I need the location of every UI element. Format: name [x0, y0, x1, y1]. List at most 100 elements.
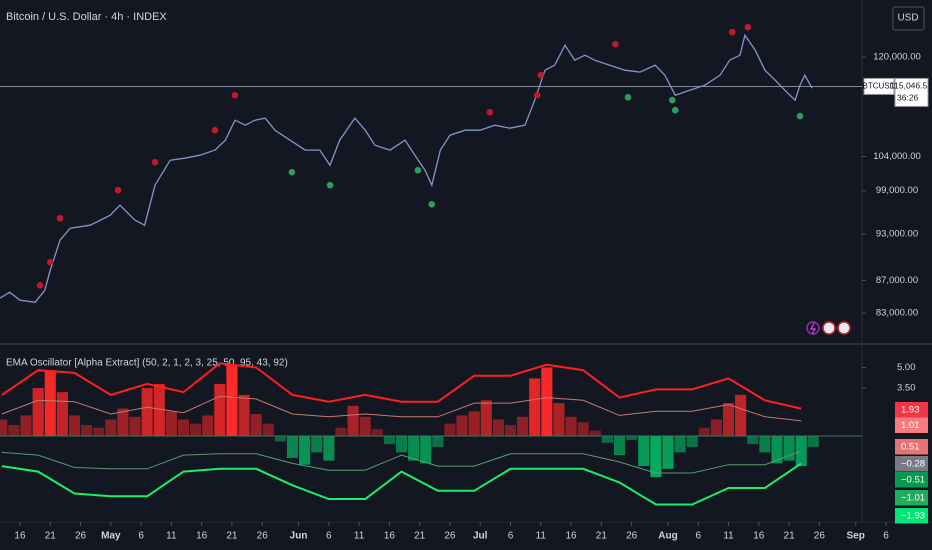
oscillator-bar [601, 435, 613, 443]
signal-marker [744, 23, 752, 31]
oscillator-bar [468, 411, 480, 436]
oscillator-bar [323, 435, 335, 461]
indicator-title: EMA Oscillator [Alpha Extract] (50, 2, 1… [6, 358, 288, 369]
oscillator-bar [129, 416, 141, 436]
x-tick-label: 21 [596, 531, 608, 542]
y-tick-label: 3.50 [897, 383, 916, 394]
value-badge [895, 508, 928, 524]
signal-marker [671, 106, 679, 114]
x-tick-label: 26 [444, 531, 456, 542]
band-line [1, 462, 802, 506]
value-badge-label: 1.01 [901, 420, 920, 431]
oscillator-bar [626, 435, 638, 441]
value-badge-label: 0.51 [901, 441, 920, 452]
x-tick-label: 11 [536, 531, 547, 542]
band-line [1, 450, 802, 474]
oscillator-bar [359, 416, 371, 436]
countdown-label: 36:26 [897, 93, 919, 103]
oscillator-bar [408, 435, 420, 461]
signal-marker [624, 93, 632, 101]
oscillator-bar [807, 435, 819, 447]
oscillator-bar [286, 435, 299, 458]
x-tick-label: 21 [226, 531, 238, 542]
oscillator-bar [686, 435, 698, 447]
oscillator-bar [299, 435, 311, 465]
signal-marker [728, 28, 736, 36]
oscillator-bar [347, 405, 359, 436]
band-line [1, 362, 802, 410]
oscillator-bar [480, 400, 492, 436]
oscillator-bar [56, 392, 68, 436]
value-badge [895, 402, 928, 418]
oscillator-bar [44, 370, 56, 436]
chart-title: Bitcoin / U.S. Dollar · 4h · INDEX [6, 11, 167, 23]
value-badge [895, 490, 928, 506]
signal-marker [326, 181, 334, 189]
oscillator-bar [117, 408, 129, 436]
currency[interactable]: USD [897, 13, 918, 24]
oscillator-bar [165, 411, 177, 436]
x-tick-label: 6 [695, 531, 701, 542]
signal-marker [56, 214, 64, 222]
oscillator-bar [747, 435, 759, 445]
oscillator-bar [335, 427, 347, 436]
oscillator-bar [141, 388, 153, 436]
oscillator-bar [613, 435, 626, 456]
x-tick-label: 26 [626, 531, 638, 542]
oscillator-bar [517, 416, 529, 436]
x-tick-label: 6 [138, 531, 144, 542]
signal-marker [486, 108, 494, 116]
y-tick-label: 104,000.00 [873, 151, 921, 162]
oscillator-bar [759, 435, 771, 453]
oscillator-bar [274, 435, 286, 442]
oscillator-bar [68, 415, 81, 436]
symbol-label: BTCUSD [863, 82, 896, 91]
signal-marker [533, 91, 541, 99]
x-tick-label: May [101, 531, 121, 542]
oscillator-bar [783, 435, 795, 461]
x-tick-label: 16 [753, 531, 765, 542]
signal-marker [537, 71, 545, 79]
x-tick-label: 16 [384, 531, 396, 542]
x-tick-label: 21 [414, 531, 426, 542]
x-tick-label: 6 [883, 531, 889, 542]
band-line [1, 395, 802, 422]
oscillator-bar [638, 435, 650, 467]
oscillator-bar [529, 378, 541, 436]
x-tick-label: Aug [658, 531, 677, 542]
oscillator-bar [722, 403, 735, 436]
signal-marker [611, 40, 619, 48]
x-tick-label: 11 [166, 531, 177, 542]
oscillator-bar [32, 388, 44, 436]
signal-marker [796, 112, 804, 120]
y-tick-label: 87,000.00 [876, 275, 918, 286]
oscillator-bar [383, 435, 395, 445]
oscillator-bar [553, 403, 565, 436]
x-tick-label: 11 [354, 531, 365, 542]
oscillator-bar [710, 419, 722, 436]
oscillator-bar [504, 425, 517, 436]
oscillator-bar [492, 419, 504, 436]
value-badge-label: −1.01 [901, 492, 925, 503]
oscillator-bar [238, 394, 250, 436]
x-tick-label: 16 [566, 531, 578, 542]
signal-marker [668, 96, 676, 104]
oscillator-bar [735, 394, 747, 436]
symbol-badge [863, 77, 895, 95]
oscillator-bar [177, 419, 190, 436]
oscillator-bar [589, 430, 601, 436]
x-tick-label: 6 [508, 531, 514, 542]
signal-marker [114, 186, 122, 194]
oscillator-bar [577, 422, 589, 436]
oscillator-bar [420, 435, 432, 464]
signal-marker [414, 166, 422, 174]
oscillator-bar [190, 423, 202, 436]
x-tick-label: 21 [784, 531, 796, 542]
y-tick-label: 5.00 [897, 362, 916, 373]
oscillator-bar [456, 415, 468, 436]
currency-box[interactable] [892, 6, 925, 31]
value-badge [895, 417, 928, 433]
oscillator-bar [444, 423, 456, 436]
oscillator-bar [202, 415, 214, 436]
